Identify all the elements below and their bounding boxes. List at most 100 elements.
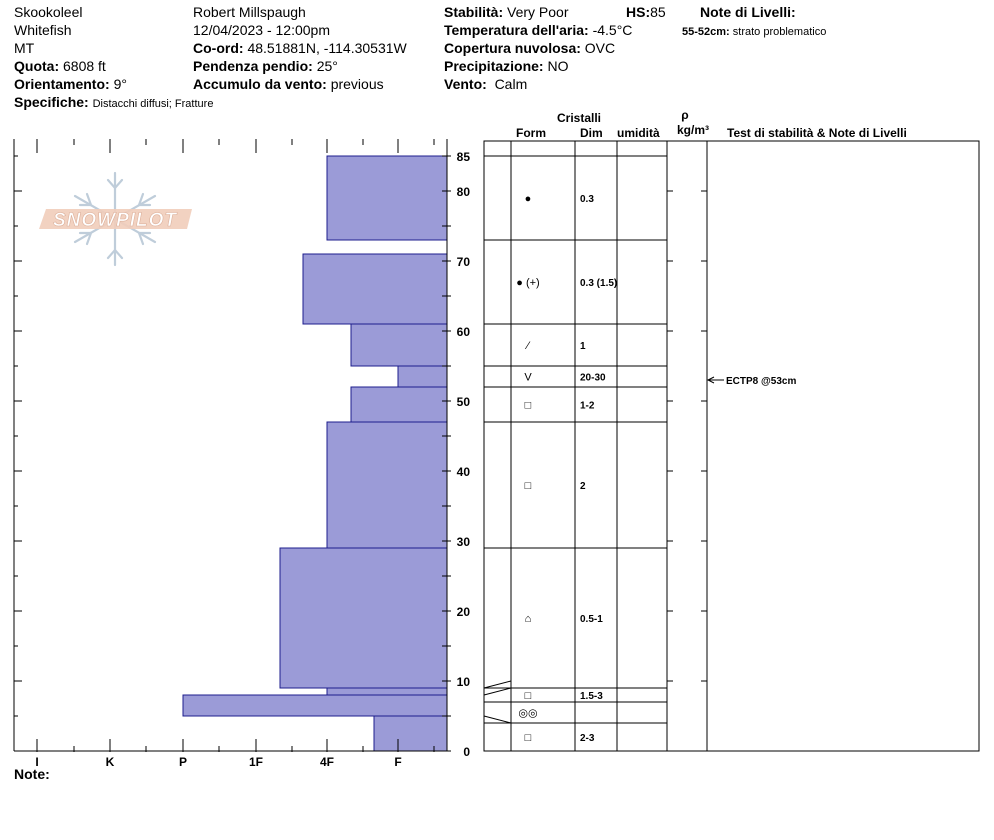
depth-tick-label: 70	[457, 255, 471, 269]
table-header: umidità	[617, 126, 660, 140]
wind: Vento: Calm	[444, 76, 527, 92]
hardness-tick-label: I	[35, 755, 38, 769]
slope-value: 25°	[316, 58, 338, 74]
aspect-label: Orientamento:	[14, 76, 110, 92]
stability: Stabilità: Very Poor	[444, 4, 569, 20]
hardness-tick-label: 1F	[249, 755, 263, 769]
depth-tick-label: 60	[457, 325, 471, 339]
depth-tick-label: 20	[457, 605, 471, 619]
crystal-table-frame	[483, 140, 980, 752]
hardness-bar	[350, 386, 448, 423]
test-arrow-head	[706, 376, 715, 384]
layer-connector	[483, 687, 512, 696]
observation-datetime: 12/04/2023 - 12:00pm	[193, 22, 330, 38]
wind-value: Calm	[494, 76, 528, 92]
table-header: Cristalli	[557, 111, 601, 125]
crystal-form-symbol: ● (+)	[516, 277, 539, 289]
hardness-bar	[397, 365, 448, 388]
layer-note-text: strato problematico	[732, 26, 827, 38]
hardness-bar	[326, 687, 448, 696]
depth-tick-label: 80	[457, 185, 471, 199]
specifics: Specifiche: Distacchi diffusi; Fratture	[14, 94, 213, 112]
cloud-cover: Copertura nuvolosa: OVC	[444, 40, 615, 56]
crystal-form-symbol: □	[525, 690, 532, 702]
hardness-bar	[182, 694, 448, 717]
air-temperature: Temperatura dell'aria: -4.5°C	[444, 22, 632, 38]
layer-connector	[483, 715, 512, 724]
crystal-form-symbol: ●	[525, 193, 532, 205]
hardness-bar	[279, 547, 448, 689]
depth-tick-label: 40	[457, 465, 471, 479]
coordinates-value: 48.51881N, -114.30531W	[247, 40, 407, 56]
elevation-value: 6808 ft	[63, 58, 106, 74]
crystal-size: 1-2	[580, 401, 595, 412]
crystal-size: 20-30	[580, 373, 606, 384]
crystal-size: 2-3	[580, 733, 595, 744]
crystal-size: 1	[580, 341, 586, 352]
elevation: Quota: 6808 ft	[14, 58, 106, 74]
table-header: Dim	[580, 126, 603, 140]
depth-tick-label: 85	[457, 150, 471, 164]
crystal-form-symbol: ◎◎	[518, 708, 537, 720]
logo-banner	[39, 209, 192, 229]
range-name: Whitefish	[14, 22, 72, 38]
hardness-bar	[326, 421, 448, 549]
coordinates: Co-ord: 48.51881N, -114.30531W	[193, 40, 407, 56]
depth-tick-label: 10	[457, 675, 471, 689]
depth-tick-label: 50	[457, 395, 471, 409]
wind-loading: Accumulo da vento: previous	[193, 76, 384, 92]
aspect: Orientamento: 9°	[14, 76, 127, 92]
hardness-tick-label: K	[106, 755, 115, 769]
hardness-bar	[373, 715, 448, 752]
cloud-value: OVC	[584, 40, 616, 56]
table-header: Form	[516, 126, 546, 140]
layer-note-depth: 55-52cm:	[682, 26, 730, 38]
crystal-form-symbol: V	[524, 372, 532, 384]
hardness-tick-label: F	[394, 755, 401, 769]
crystal-size: 1.5-3	[580, 691, 603, 702]
aspect-value: 9°	[113, 76, 127, 92]
stability-test-note: ECTP8 @53cm	[726, 376, 796, 387]
table-header: kg/m³	[677, 123, 709, 137]
layer-notes-title: Note di Livelli:	[700, 4, 796, 20]
table-header: Test di stabilità & Note di Livelli	[727, 126, 907, 140]
stability-value: Very Poor	[507, 4, 569, 20]
hardness-bar	[326, 155, 448, 241]
layer-connector	[483, 680, 512, 689]
hardness-bar	[350, 323, 448, 367]
crystal-form-symbol: □	[525, 400, 532, 412]
crystal-form-symbol: □	[525, 732, 532, 744]
depth-tick-label: 0	[463, 745, 470, 759]
crystal-form-symbol: ⌂	[525, 613, 532, 625]
elevation-label: Quota:	[14, 58, 60, 74]
layer-note: 55-52cm: strato problematico	[682, 24, 826, 40]
observer-name: Robert Millspaugh	[193, 4, 306, 20]
crystal-form-symbol: ⁄	[524, 340, 531, 352]
slope-angle: Pendenza pendio: 25°	[193, 58, 338, 74]
hs-value: 85	[650, 4, 666, 20]
wind-label: Vento:	[444, 76, 487, 92]
cloud-label: Copertura nuvolosa:	[444, 40, 581, 56]
snowpilot-logo: SNOWPILOT	[39, 171, 192, 267]
location-name: Skookoleel	[14, 4, 83, 20]
hardness-tick-label: P	[179, 755, 187, 769]
depth-tick-label: 30	[457, 535, 471, 549]
notes-label: Note:	[14, 766, 50, 782]
stability-label: Stabilità:	[444, 4, 504, 20]
hardness-bar	[302, 253, 448, 325]
precipitation: Precipitazione: NO	[444, 58, 568, 74]
state-name: MT	[14, 40, 35, 56]
crystal-size: 0.3 (1.5)	[580, 278, 617, 289]
table-header: ρ	[681, 108, 688, 122]
air-temp-value: -4.5°C	[592, 22, 633, 38]
precip-value: NO	[547, 58, 569, 74]
crystal-size: 0.5-1	[580, 614, 603, 625]
hs-label: HS:	[626, 4, 651, 20]
precip-label: Precipitazione:	[444, 58, 544, 74]
hardness-tick-label: 4F	[320, 755, 334, 769]
crystal-size: 2	[580, 481, 586, 492]
specifics-label: Specifiche:	[14, 94, 89, 110]
slope-label: Pendenza pendio:	[193, 58, 313, 74]
snow-height: HS:85	[626, 4, 666, 20]
